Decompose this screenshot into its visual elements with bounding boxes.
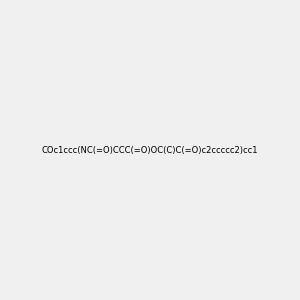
Text: COc1ccc(NC(=O)CCC(=O)OC(C)C(=O)c2ccccc2)cc1: COc1ccc(NC(=O)CCC(=O)OC(C)C(=O)c2ccccc2)…	[42, 146, 258, 154]
